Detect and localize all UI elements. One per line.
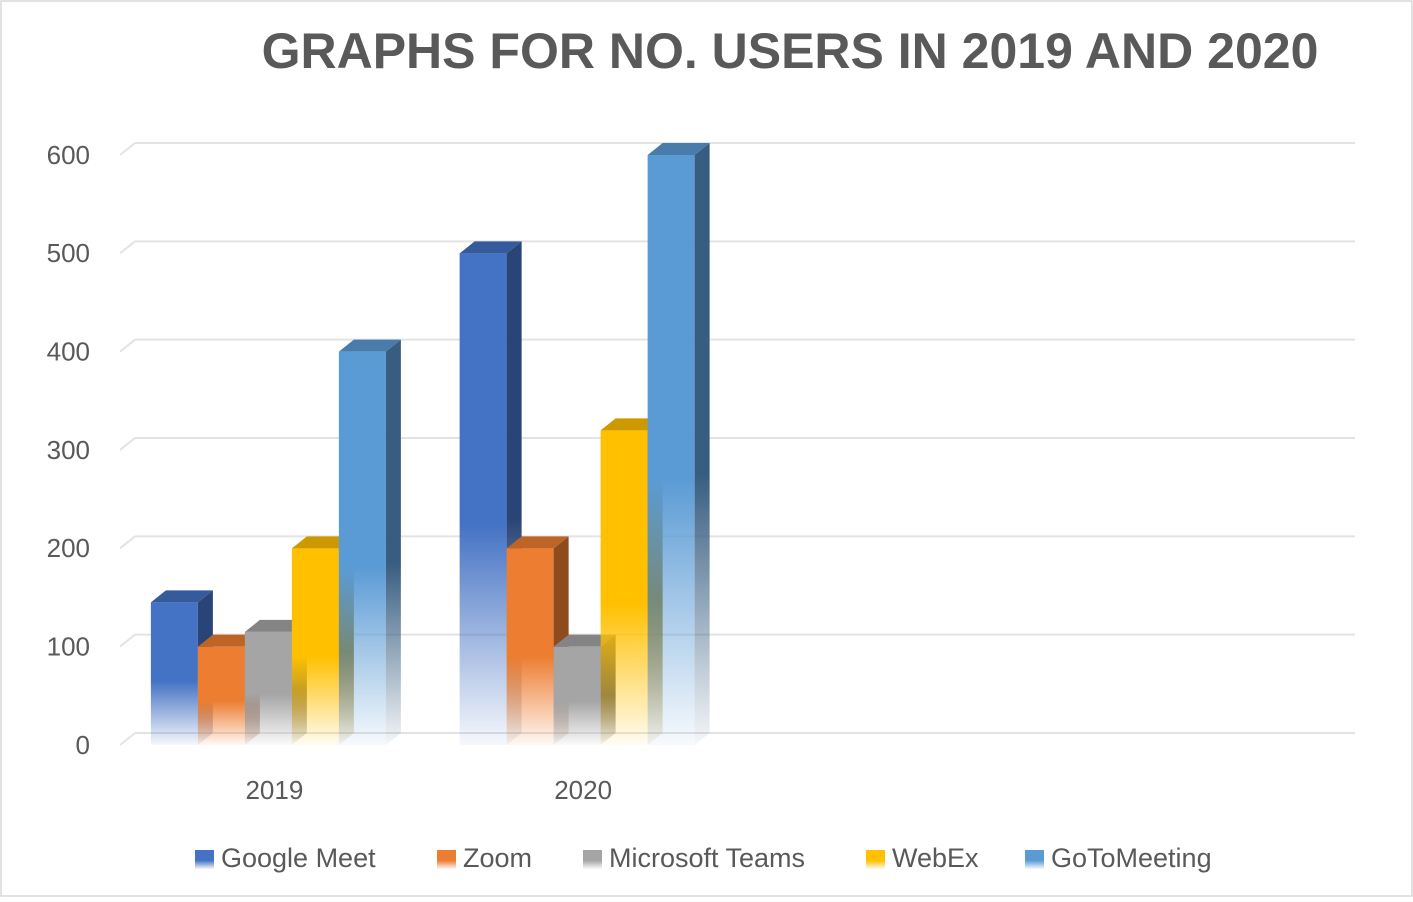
legend-swatch (1025, 850, 1044, 869)
bar-top (553, 634, 616, 647)
y-tick-label: 600 (47, 140, 90, 170)
bar-side (694, 143, 710, 745)
bar-top (244, 619, 307, 632)
x-tick-label: 2020 (554, 775, 612, 805)
bar-top (197, 634, 260, 647)
bar (553, 646, 601, 745)
bar-top (150, 590, 213, 603)
y-tick-label: 100 (47, 632, 90, 662)
legend-swatch (195, 850, 214, 869)
legend-label: Google Meet (221, 843, 376, 873)
bar (150, 602, 198, 745)
bar (291, 548, 339, 745)
legend-swatch (437, 850, 456, 869)
bar-top (291, 536, 354, 549)
bar-top (600, 418, 663, 431)
bar (600, 430, 648, 745)
grid-diag (119, 732, 136, 746)
chart-title: GRAPHS FOR NO. USERS IN 2019 AND 2020 (262, 23, 1319, 79)
bar (647, 155, 695, 745)
grid-diag (119, 633, 136, 648)
bar (197, 646, 245, 745)
bar-top (506, 536, 569, 549)
bar-top (459, 241, 522, 254)
bar (506, 548, 554, 745)
bar (244, 631, 292, 745)
bar (459, 253, 507, 746)
legend-label: Microsoft Teams (609, 843, 805, 873)
y-tick-label: 500 (47, 238, 90, 268)
legend-label: Zoom (463, 843, 532, 873)
legend-label: GoToMeeting (1051, 843, 1212, 873)
grid-diag (119, 437, 136, 451)
bar-side (385, 339, 401, 745)
bar-top (647, 143, 710, 155)
grid-diag (119, 142, 136, 156)
legend-swatch (583, 850, 602, 869)
legend-label: WebEx (892, 843, 979, 873)
grid-diag (119, 338, 136, 353)
y-tick-label: 200 (47, 533, 90, 563)
y-tick-label: 300 (47, 435, 90, 465)
grid-diag (119, 240, 136, 255)
y-tick-label: 400 (47, 337, 90, 367)
legend-swatch (866, 850, 885, 869)
grid-diag (119, 535, 136, 550)
bar-top (338, 339, 401, 352)
y-tick-label: 0 (76, 730, 90, 760)
x-tick-label: 2019 (245, 775, 303, 805)
bar (338, 351, 386, 745)
